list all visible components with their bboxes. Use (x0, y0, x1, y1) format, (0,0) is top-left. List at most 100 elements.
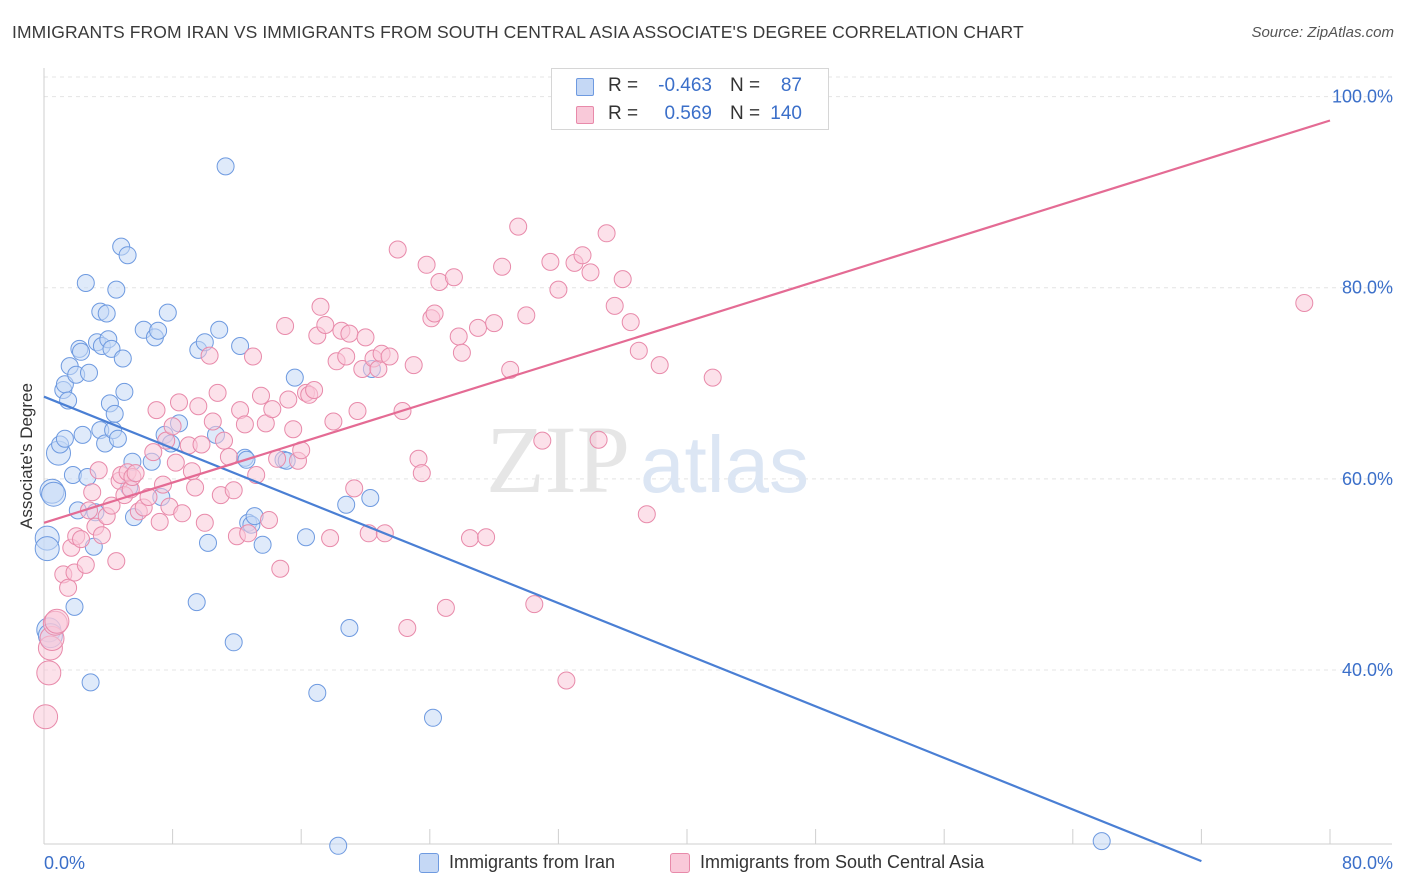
stats-box: R = -0.463 N = 87 R = 0.569 N = 140 (551, 68, 829, 130)
point-south-central-asia (139, 488, 158, 506)
point-south-central-asia (557, 671, 576, 690)
point-south-central-asia (388, 240, 407, 259)
point-south-central-asia (525, 595, 544, 614)
point-south-central-asia (549, 280, 568, 299)
point-south-central-asia (239, 524, 258, 543)
point-south-central-asia (144, 443, 163, 462)
point-iran (158, 303, 177, 322)
point-south-central-asia (621, 313, 640, 332)
point-iran (361, 489, 380, 507)
point-south-central-asia (252, 386, 270, 405)
y-tick-label: 60.0% (1342, 469, 1393, 489)
point-iran (224, 633, 243, 652)
point-south-central-asia (469, 318, 487, 337)
point-south-central-asia (337, 347, 356, 366)
point-iran (41, 481, 67, 507)
point-south-central-asia (425, 304, 444, 323)
point-iran (1092, 832, 1111, 851)
watermark-atlas: atlas (640, 420, 809, 509)
legend-swatch-iran (419, 852, 439, 873)
point-south-central-asia (398, 619, 417, 637)
point-south-central-asia (380, 347, 399, 366)
y-axis-label: Associate's Degree (17, 383, 36, 529)
point-iran (107, 280, 126, 299)
point-south-central-asia (449, 327, 468, 346)
point-south-central-asia (150, 512, 169, 531)
n-value-iran: 87 (780, 75, 802, 96)
stats-swatch-south-central-asia (576, 106, 594, 124)
point-south-central-asia (126, 464, 145, 483)
n-label: N = (730, 103, 761, 124)
point-south-central-asia (637, 505, 656, 524)
point-south-central-asia (629, 341, 648, 360)
point-south-central-asia (452, 343, 471, 362)
trend-lines (43, 119, 1331, 863)
point-iran (118, 246, 137, 265)
point-iran (81, 673, 100, 692)
point-south-central-asia (208, 383, 227, 402)
point-south-central-asia (215, 431, 233, 450)
point-iran (115, 382, 134, 401)
point-south-central-asia (509, 217, 528, 236)
point-south-central-asia (200, 346, 219, 365)
point-south-central-asia (597, 224, 616, 243)
stats-swatch-iran (576, 78, 594, 96)
point-iran (73, 425, 92, 444)
n-label: N = (730, 75, 761, 96)
point-south-central-asia (436, 598, 455, 617)
point-iran (187, 593, 206, 612)
point-iran (113, 349, 132, 368)
point-south-central-asia (59, 578, 78, 597)
legend-label-iran: Immigrants from Iran (449, 852, 616, 872)
point-south-central-asia (581, 263, 600, 282)
point-iran (210, 320, 229, 339)
point-south-central-asia (650, 356, 669, 375)
point-south-central-asia (444, 268, 463, 287)
point-south-central-asia (203, 412, 222, 431)
r-value-south-central-asia: 0.569 (664, 103, 712, 124)
y-tick-label: 80.0% (1342, 278, 1393, 298)
point-south-central-asia (485, 314, 504, 333)
point-south-central-asia (271, 559, 290, 578)
point-south-central-asia (192, 435, 211, 454)
point-south-central-asia (412, 464, 431, 483)
point-iran (337, 495, 356, 514)
point-south-central-asia (348, 402, 367, 420)
source-credit: Source: ZipAtlas.com (1251, 24, 1394, 41)
point-iran (231, 337, 250, 355)
point-iran (72, 342, 90, 361)
point-south-central-asia (1295, 294, 1314, 312)
point-south-central-asia (493, 257, 512, 276)
legend: Immigrants from Iran Immigrants from Sou… (0, 850, 1406, 880)
point-south-central-asia (345, 479, 364, 498)
point-iran (285, 368, 304, 387)
point-iran (34, 536, 60, 562)
trend-line-south-central-asia (43, 119, 1331, 524)
point-iran (253, 535, 272, 554)
point-south-central-asia (195, 513, 214, 532)
stats-row-south-central-asia: R = 0.569 N = 140 (552, 101, 830, 129)
point-south-central-asia (76, 555, 95, 574)
watermark-zip: ZIP (486, 406, 630, 513)
point-iran (329, 836, 348, 855)
legend-item-iran: Immigrants from Iran (419, 852, 615, 873)
point-south-central-asia (573, 246, 592, 265)
point-south-central-asia (33, 704, 59, 730)
point-south-central-asia (589, 430, 608, 449)
y-tick-label: 100.0% (1332, 87, 1393, 107)
point-iran (308, 683, 327, 702)
point-south-central-asia (173, 504, 192, 523)
point-south-central-asia (44, 608, 70, 634)
point-south-central-asia (541, 252, 560, 271)
point-south-central-asia (613, 270, 632, 289)
point-south-central-asia (356, 328, 375, 347)
point-south-central-asia (260, 511, 278, 529)
point-south-central-asia (404, 356, 423, 375)
point-iran (105, 404, 124, 423)
point-iran (149, 321, 168, 340)
point-iran (216, 157, 235, 176)
r-label: R = (608, 103, 639, 124)
point-south-central-asia (189, 397, 208, 416)
point-south-central-asia (276, 317, 295, 335)
